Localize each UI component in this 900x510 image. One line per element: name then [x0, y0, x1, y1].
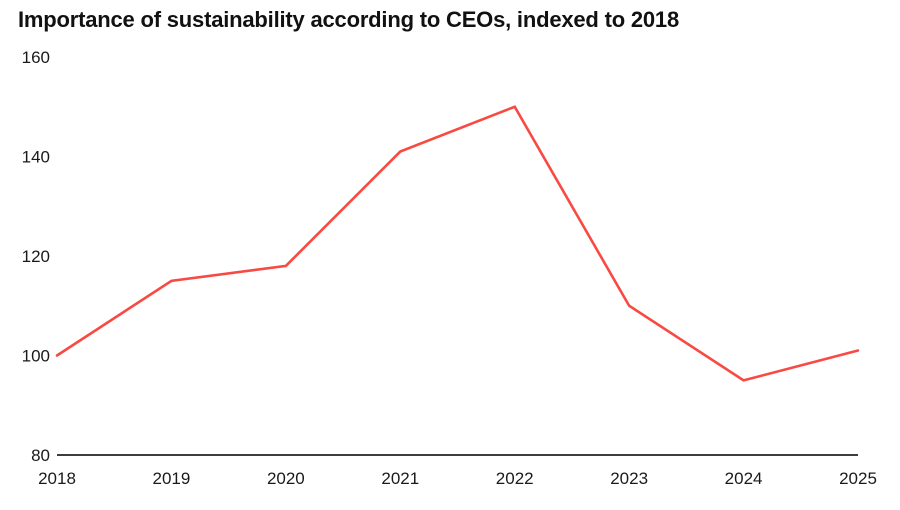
- x-tick-label: 2020: [267, 469, 305, 488]
- y-tick-label: 120: [22, 247, 50, 266]
- x-tick-label: 2019: [153, 469, 191, 488]
- x-tick-label: 2023: [610, 469, 648, 488]
- x-tick-label: 2025: [839, 469, 877, 488]
- chart-title: Importance of sustainability according t…: [18, 7, 679, 32]
- y-tick-label: 100: [22, 347, 50, 366]
- x-tick-label: 2021: [381, 469, 419, 488]
- data-line: [55, 105, 860, 382]
- x-tick-label: 2024: [725, 469, 763, 488]
- y-tick-label: 140: [22, 148, 50, 167]
- x-tick-label: 2022: [496, 469, 534, 488]
- y-tick-label: 160: [22, 48, 50, 67]
- y-tick-label: 80: [31, 446, 50, 465]
- x-tick-label: 2018: [38, 469, 76, 488]
